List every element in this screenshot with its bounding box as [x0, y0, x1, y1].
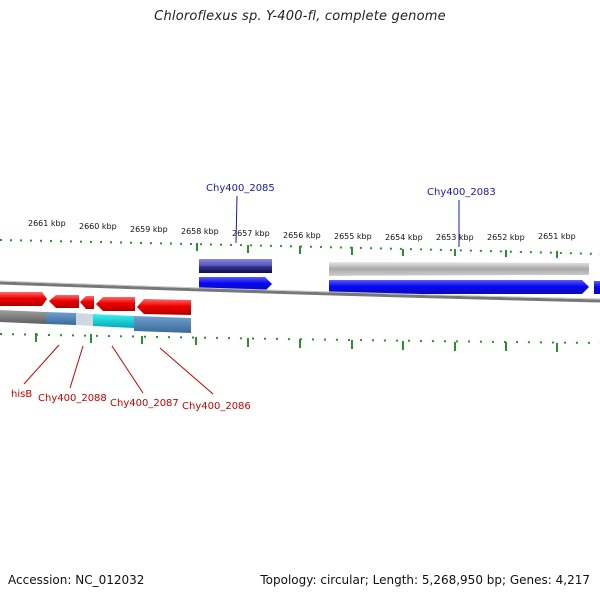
tick-label: 2652 kbp	[487, 233, 525, 242]
bottom-labels: hisB Chy400_2088 Chy400_2087 Chy400_2086	[11, 344, 251, 412]
tick-label: 2660 kbp	[79, 222, 117, 231]
track-cyan-segment	[93, 314, 134, 328]
accession-text: Accession: NC_012032	[8, 573, 145, 587]
genome-summary-text: Topology: circular; Length: 5,268,950 bp…	[260, 573, 590, 587]
track-grey-segment	[0, 310, 46, 324]
track-steel-segment-2	[134, 316, 191, 333]
label-chy400-2088: Chy400_2088	[38, 393, 107, 404]
leader-line	[69, 345, 84, 389]
cds-arrow-chy400-2088[interactable]	[49, 295, 79, 308]
tick-label: 2659 kbp	[130, 225, 168, 234]
tick-label: 2655 kbp	[334, 232, 372, 241]
forward-strand-features	[199, 259, 600, 294]
cds-arrow-edge[interactable]	[594, 281, 600, 294]
tick-label: 2654 kbp	[385, 233, 423, 242]
feature-navy-band[interactable]	[199, 266, 272, 273]
label-chy400-2087: Chy400_2087	[110, 398, 179, 409]
cds-arrow-his-b[interactable]	[0, 292, 47, 306]
label-chy400-2085: Chy400_2085	[206, 183, 275, 194]
label-chy400-2083: Chy400_2083	[427, 187, 496, 198]
cds-arrow-chy400-2085[interactable]	[199, 277, 272, 291]
feature-purple-band[interactable]	[199, 259, 272, 266]
cds-arrow-chy400-2087[interactable]	[96, 297, 135, 311]
tick-label: 2651 kbp	[538, 232, 576, 241]
cds-arrow-chy400-2083[interactable]	[329, 280, 589, 294]
leader-line	[23, 344, 60, 385]
tick-label: 2656 kbp	[283, 231, 321, 240]
label-his-b: hisB	[11, 389, 32, 400]
track-steel-segment	[46, 312, 76, 325]
tick-label: 2657 kbp	[232, 229, 270, 238]
inner-major-ticks	[35, 333, 558, 352]
cds-arrow-small[interactable]	[80, 296, 94, 309]
tick-label: 2653 kbp	[436, 233, 474, 242]
label-chy400-2086: Chy400_2086	[182, 401, 251, 412]
tick-label: 2658 kbp	[181, 227, 219, 236]
grey-track-band	[329, 262, 589, 276]
tick-label: 2661 kbp	[28, 219, 66, 228]
leader-line	[235, 195, 238, 244]
genome-backbone	[0, 281, 600, 303]
genome-backbone-highlight	[0, 280, 600, 300]
track-light-segment	[76, 313, 93, 326]
leader-line	[159, 347, 214, 395]
leader-line	[111, 345, 144, 394]
outer-major-ticks	[196, 243, 558, 258]
map-title: Chloroflexus sp. Y-400-fl, complete geno…	[154, 9, 446, 24]
cds-arrow-chy400-2086[interactable]	[137, 299, 191, 315]
reverse-strand-features	[0, 292, 191, 333]
kbp-tick-labels: 2661 kbp 2660 kbp 2659 kbp 2658 kbp 2657…	[28, 219, 576, 242]
top-labels: Chy400_2085 Chy400_2083	[206, 183, 496, 247]
